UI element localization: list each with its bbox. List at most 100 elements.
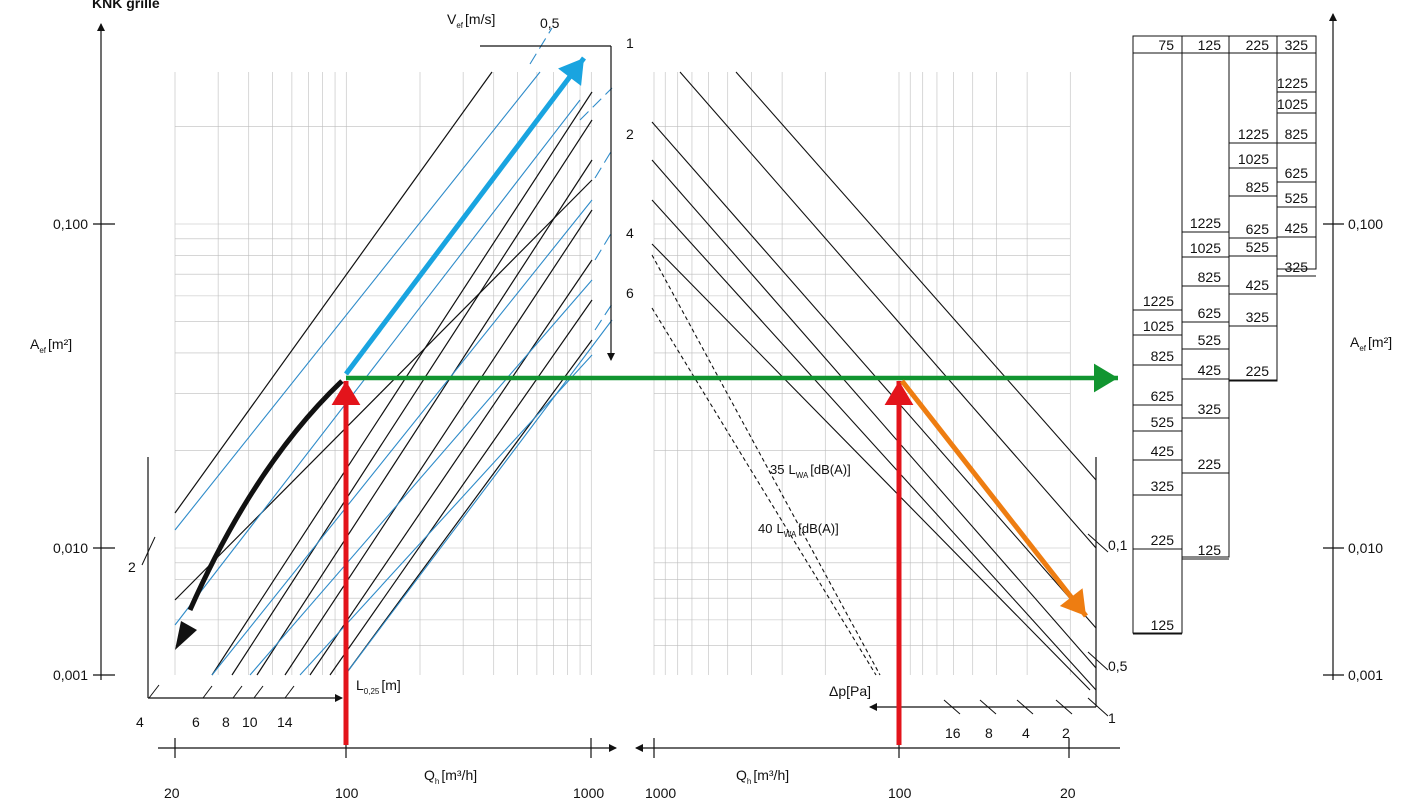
size-cell: 1025 (1277, 96, 1308, 112)
velocity-line (174, 71, 541, 531)
size-cell: 325 (1151, 478, 1175, 494)
qh-right-tick-1000: 1000 (645, 785, 676, 798)
dp-value-2: 2 (1062, 725, 1070, 741)
size-cell: 1225 (1190, 215, 1221, 231)
size-cell: 625 (1246, 221, 1270, 237)
size-header-125: 125 (1198, 37, 1222, 53)
aef-tick-right-0-001: 0,001 (1348, 667, 1383, 683)
vef-scale: Vef [m/s] 0,5 1 2 4 6 (447, 11, 634, 361)
throw-value-4: 4 (136, 714, 144, 730)
size-cell: 525 (1198, 332, 1222, 348)
size-cell: 625 (1151, 388, 1175, 404)
blue-velocity-arrow-head (558, 58, 584, 86)
right-curves (651, 71, 1097, 691)
aef-label-left: Aef [m²] (30, 336, 72, 355)
qh-label-left: Qh [m³/h] (424, 767, 477, 786)
size-cell: 225 (1198, 456, 1222, 472)
qh-right-tick-100: 100 (888, 785, 912, 798)
pressure-line (651, 121, 1097, 629)
pressure-line (679, 71, 1097, 549)
throw-curve (231, 119, 593, 676)
red-flow-arrow-left-head (331, 381, 361, 405)
aef-label-right: Aef [m²] (1350, 334, 1392, 353)
black-throw-arrow (187, 379, 344, 612)
size-cell: 1225 (1277, 75, 1308, 91)
throw-value-8: 8 (222, 714, 230, 730)
orange-pressure-arrow-head (1059, 588, 1086, 616)
throw-scale: 2 4 6 8 10 14 L0,25 [m] (128, 457, 401, 730)
size-cell: 825 (1246, 179, 1270, 195)
right-aef-axis: 0,100 0,010 0,001 Aef [m²] (1323, 13, 1392, 683)
qh-left-tick-20: 20 (164, 785, 180, 798)
qh-axis-left: 20 100 1000 Qh [m³/h] (158, 738, 617, 798)
throw-value-2: 2 (128, 559, 136, 575)
size-header-75: 75 (1158, 37, 1174, 53)
example-arrows (175, 56, 1118, 745)
size-column-4 (1276, 52, 1317, 270)
size-cell: 1225 (1238, 126, 1269, 142)
chart-title: KNK grille (92, 0, 160, 11)
grid-left (174, 72, 592, 675)
size-cell: 1025 (1238, 151, 1269, 167)
dp-value-8: 8 (985, 725, 993, 741)
throw-value-14: 14 (277, 714, 293, 730)
left-aef-axis: 0,100 0,010 0,001 Aef [m²] (30, 23, 115, 683)
aef-tick-0-001: 0,001 (53, 667, 88, 683)
size-cell: 425 (1246, 277, 1270, 293)
size-cell: 225 (1151, 532, 1175, 548)
orange-pressure-arrow (900, 379, 1088, 618)
size-cell: 525 (1151, 414, 1175, 430)
velocity-line (344, 319, 613, 676)
qh-axis-right: 1000 100 20 Qh [m³/h] (635, 738, 1120, 798)
dp-value-4: 4 (1022, 725, 1030, 741)
size-cell: 825 (1198, 269, 1222, 285)
throw-curve (329, 299, 593, 676)
throw-curve (344, 339, 593, 676)
aef-tick-right-0-010: 0,010 (1348, 540, 1383, 556)
size-column-3 (1228, 52, 1278, 382)
throw-curve (284, 209, 593, 676)
size-cell: 1225 (1143, 293, 1174, 309)
dp-value-0-1: 0,1 (1108, 537, 1128, 553)
vef-value-2: 2 (626, 126, 634, 142)
dp-label: Δp[Pa] (829, 683, 871, 699)
throw-curve (256, 159, 593, 676)
aef-tick-0-100: 0,100 (53, 216, 88, 232)
left-curves (174, 27, 613, 676)
size-cell: 325 (1285, 259, 1309, 275)
size-cell: 1025 (1143, 318, 1174, 334)
vef-value-1: 1 (626, 35, 634, 51)
size-cell: 225 (1246, 363, 1270, 379)
qh-right-tick-20: 20 (1060, 785, 1076, 798)
throw-curve (174, 71, 493, 514)
dp-value-0-5: 0,5 (1108, 658, 1128, 674)
pressure-line (651, 243, 1091, 691)
vef-value-0-5: 0,5 (540, 15, 560, 31)
throw-value-10: 10 (242, 714, 258, 730)
grid-right (653, 72, 1071, 675)
pressure-line (651, 199, 1097, 691)
size-cell: 825 (1151, 348, 1175, 364)
qh-left-tick-100: 100 (335, 785, 359, 798)
velocity-line-dashed (594, 303, 613, 331)
dp-scale: 0,1 0,5 1 2 4 8 16 Δp[Pa] (829, 457, 1128, 741)
size-cell: 1025 (1190, 240, 1221, 256)
throw-curve (309, 259, 593, 676)
size-cell: 125 (1151, 617, 1175, 633)
blue-velocity-arrow (344, 56, 586, 376)
vef-value-6: 6 (626, 285, 634, 301)
aef-tick-right-0-100: 0,100 (1348, 216, 1383, 232)
dp-value-1: 1 (1108, 710, 1116, 726)
size-cell: 825 (1285, 126, 1309, 142)
vef-label: Vef [m/s] (447, 11, 495, 30)
dp-value-16: 16 (945, 725, 961, 741)
lwa-35-label: 35 LWA [dB(A)] (770, 462, 851, 480)
size-cell: 425 (1151, 443, 1175, 459)
throw-label: L0,25 [m] (356, 677, 401, 696)
size-table: 75 125 225 325 1225 1025 825 625 525 425 325 225 125… (1132, 35, 1317, 635)
green-area-arrow-head (1094, 363, 1118, 393)
size-header-325: 325 (1285, 37, 1309, 53)
lwa-35-line (651, 254, 881, 676)
